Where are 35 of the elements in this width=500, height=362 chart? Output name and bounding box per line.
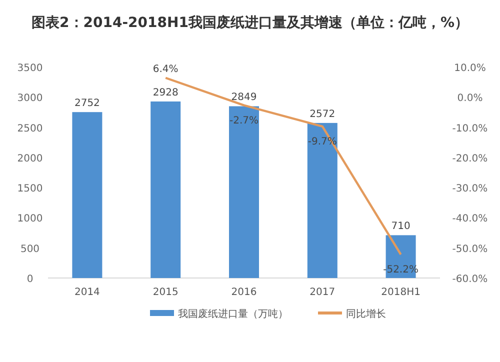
- bar: [229, 106, 259, 278]
- y2-tick-label: 10.0%: [454, 63, 486, 74]
- legend-label: 同比增长: [346, 308, 386, 320]
- y-tick-label: 0: [26, 274, 34, 285]
- x-tick-label: 2016: [231, 287, 257, 298]
- y2-tick-label: -10.0%: [452, 123, 488, 134]
- bar: [307, 122, 338, 278]
- data-label: 2928: [152, 87, 178, 98]
- y-tick-label: 500: [20, 244, 40, 255]
- x-tick-label: 2015: [152, 287, 178, 298]
- data-label: 6.4%: [152, 64, 178, 75]
- y-tick-label: 3500: [17, 63, 43, 74]
- y2-tick-label: -20.0%: [452, 153, 488, 164]
- y2-tick-label: -30.0%: [452, 184, 488, 195]
- y2-tick-label: -50.0%: [452, 244, 488, 255]
- x-tick-label: 2014: [74, 287, 100, 298]
- x-tick-label: 2018H1: [381, 287, 420, 298]
- data-label: 2752: [74, 98, 100, 110]
- y-tick-label: 3000: [17, 93, 43, 104]
- data-label: 2572: [310, 108, 336, 120]
- y-tick-label: 2000: [17, 153, 43, 164]
- chart-title: 图表2：2014-2018H1我国废纸进口量及其增速（单位：亿吨，%）: [32, 14, 468, 31]
- data-label: 2849: [231, 92, 257, 104]
- y-tick-label: 1500: [17, 184, 43, 195]
- y2-tick-label: 0.0%: [457, 93, 483, 104]
- y2-tick-label: -40.0%: [452, 214, 488, 225]
- data-label: -2.7%: [229, 115, 259, 126]
- data-label: 710: [391, 221, 410, 232]
- x-tick-label: 2017: [310, 287, 336, 298]
- bar: [72, 112, 102, 278]
- bar: [150, 101, 181, 278]
- y2-tick-label: -60.0%: [452, 274, 488, 285]
- y-tick-label: 1000: [17, 214, 43, 225]
- y-tick-label: 2500: [17, 123, 43, 134]
- legend-label: 我国废纸进口量（万吨）: [178, 308, 288, 320]
